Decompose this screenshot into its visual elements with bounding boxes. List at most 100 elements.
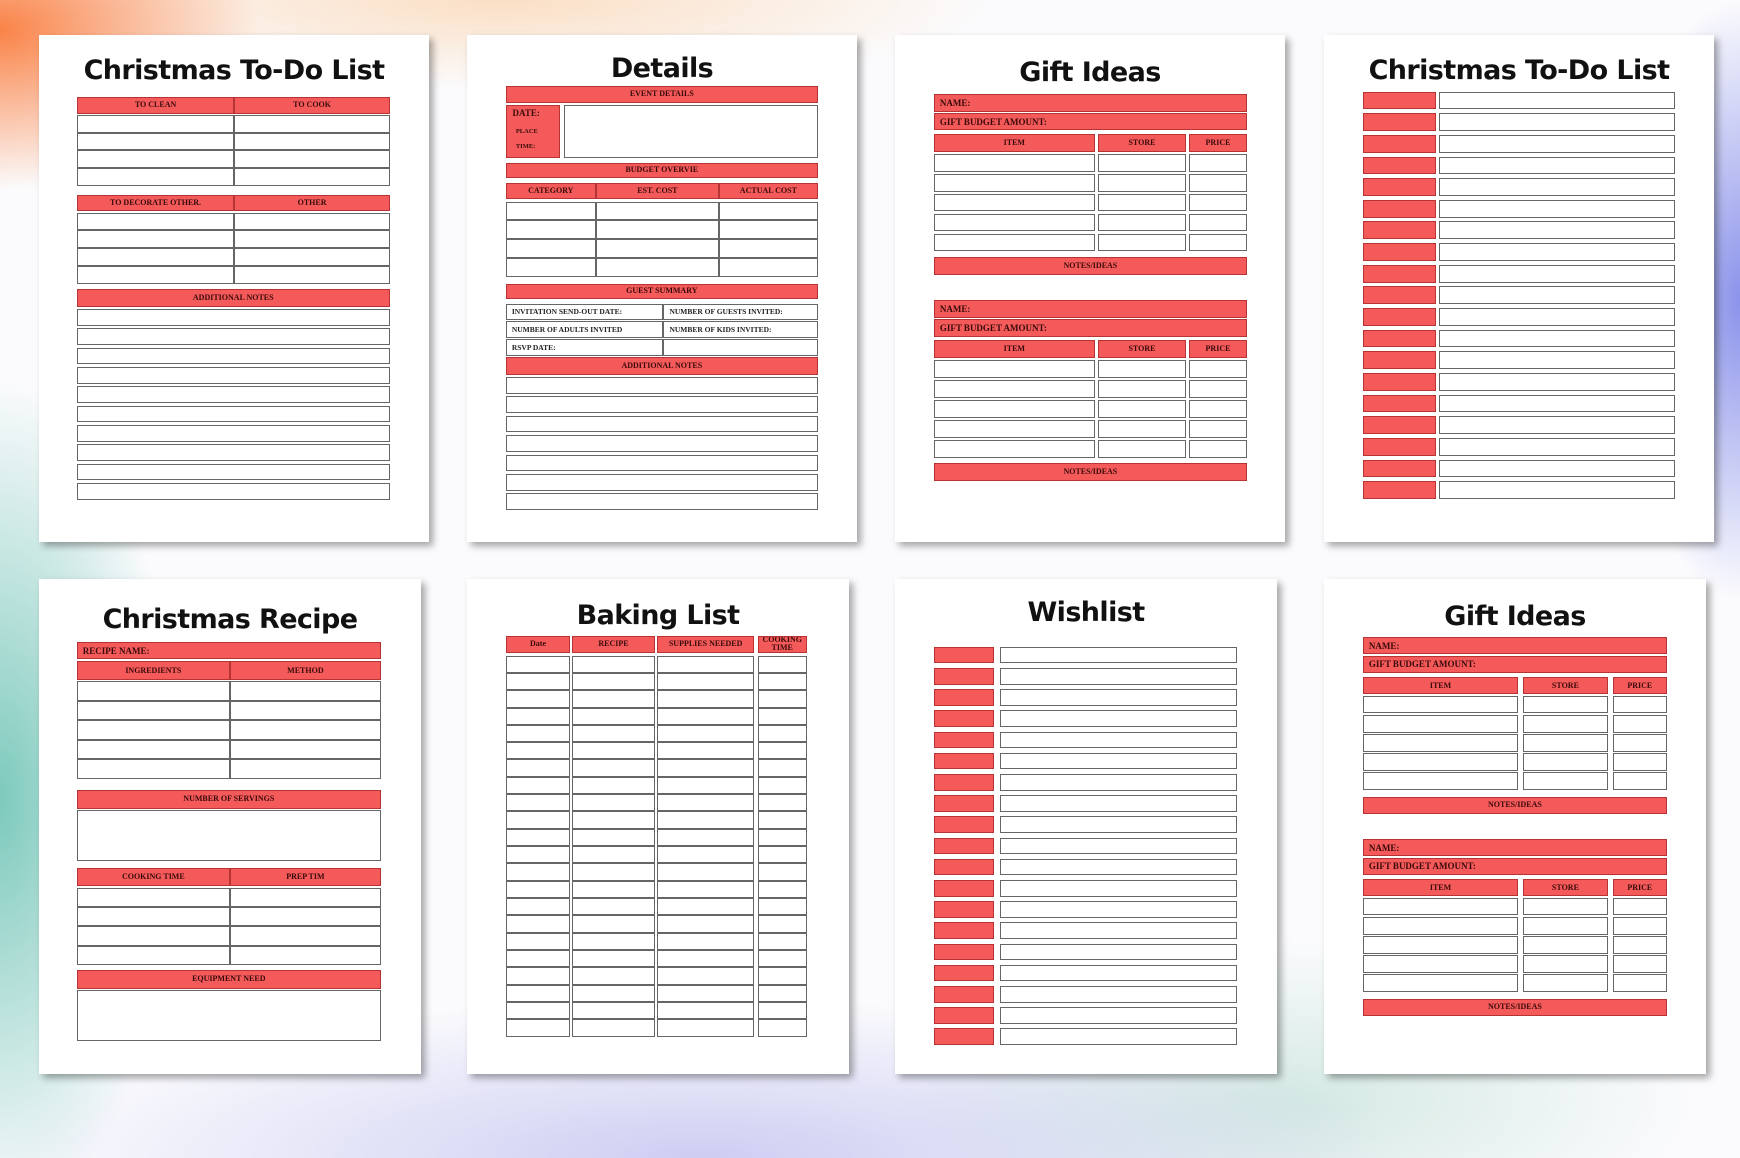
field: NUMBER OF KIDS INVITED: xyxy=(663,321,818,339)
blank-cell xyxy=(595,258,719,277)
planner-page: Gift Ideas NAME: GIFT BUDGET AMOUNT: ITEM ST… xyxy=(1324,579,1706,1074)
blank-cell xyxy=(505,811,571,829)
section-header: EVENT DETAILS xyxy=(505,86,818,103)
blank-cell xyxy=(76,309,390,326)
section-header: BUDGET OVERVIE xyxy=(505,162,818,179)
blank-cell xyxy=(1522,916,1609,935)
page-title: Baking List xyxy=(576,599,740,631)
section-header: STORE xyxy=(1522,676,1609,695)
section-header: NOTES/IDEAS xyxy=(1362,796,1667,815)
label-box xyxy=(1362,286,1437,305)
blank-cell xyxy=(1189,420,1247,438)
blank-cell xyxy=(505,435,818,452)
blank-cell xyxy=(229,759,381,779)
blank-cell xyxy=(76,114,235,133)
blank-cell xyxy=(663,339,818,356)
blank-cell xyxy=(757,655,807,673)
section-header: STORE xyxy=(1098,133,1186,152)
blank-cell xyxy=(1612,733,1667,752)
blank-cell xyxy=(229,907,381,927)
blank-cell xyxy=(656,949,755,968)
blank-cell xyxy=(656,690,755,708)
blank-cell xyxy=(757,898,807,916)
blank-cell xyxy=(1098,193,1186,212)
field-label: DATE: xyxy=(512,108,540,119)
blank-cell xyxy=(656,724,755,743)
blank-cell xyxy=(505,776,571,795)
planner-page: Christmas To-Do List TO CLEAN TO COOK TO DE… xyxy=(39,35,429,542)
label-box xyxy=(933,964,994,982)
blank-cell xyxy=(572,672,655,691)
blank-cell xyxy=(1189,173,1247,192)
page-title: Christmas To-Do List xyxy=(1368,54,1670,86)
section-header: NUMBER OF SERVINGS xyxy=(76,789,381,809)
blank-cell xyxy=(757,863,807,881)
blank-cell xyxy=(229,926,381,946)
blank-cell xyxy=(656,828,755,847)
blank-cell xyxy=(1362,695,1519,714)
blank-cell xyxy=(76,230,235,249)
blank-cell xyxy=(572,707,655,725)
blank-cell xyxy=(1000,773,1237,791)
blank-cell xyxy=(656,863,755,881)
blank-cell xyxy=(757,949,807,968)
date-block xyxy=(505,104,561,159)
blank-cell xyxy=(1522,695,1609,714)
section-header: Date xyxy=(505,635,571,654)
page-title: Christmas Recipe xyxy=(102,604,358,636)
blank-cell xyxy=(1439,156,1675,175)
blank-cell xyxy=(1098,380,1186,398)
blank-cell xyxy=(933,173,1095,192)
section-header: STORE xyxy=(1098,340,1186,358)
blank-cell xyxy=(1098,153,1186,172)
blank-cell xyxy=(505,258,596,277)
label-box xyxy=(1362,351,1437,370)
blank-cell xyxy=(656,915,755,933)
blank-cell xyxy=(718,220,818,240)
blank-cell xyxy=(1439,308,1675,326)
blank-cell xyxy=(1439,416,1675,435)
blank-cell xyxy=(1612,753,1667,771)
blank-cell xyxy=(1612,772,1667,791)
section-header: RECIPE xyxy=(572,635,655,654)
blank-cell xyxy=(76,720,230,740)
blank-cell xyxy=(656,846,755,864)
blank-cell xyxy=(757,932,807,950)
blank-cell xyxy=(505,201,596,221)
section-header: PRICE xyxy=(1189,133,1247,152)
blank-cell xyxy=(1612,695,1667,714)
field: NUMBER OF ADULTS INVITED xyxy=(505,321,664,339)
section-header: INGREDIENTS xyxy=(76,661,230,680)
blank-cell xyxy=(1612,714,1667,733)
blank-cell xyxy=(76,926,230,946)
field: RSVP DATE: xyxy=(505,339,664,356)
blank-cell xyxy=(76,739,230,760)
planner-page: Baking List Date RECIPE SUPPLIES NEEDED COOK… xyxy=(467,579,849,1074)
field-label: TIME: xyxy=(515,142,536,150)
blank-cell xyxy=(1522,897,1609,916)
section-header: GIFT BUDGET AMOUNT: xyxy=(933,112,1247,131)
blank-cell xyxy=(656,776,755,795)
blank-cell xyxy=(656,655,755,673)
blank-cell xyxy=(1000,879,1237,897)
blank-cell xyxy=(757,742,807,760)
label-box xyxy=(933,901,994,918)
blank-cell xyxy=(505,672,571,691)
blank-cell xyxy=(76,700,230,721)
blank-cell xyxy=(595,201,719,221)
blank-cell xyxy=(572,742,655,760)
blank-cell xyxy=(1612,974,1667,993)
blank-cell xyxy=(656,1019,755,1037)
blank-cell xyxy=(1000,901,1237,918)
label-box xyxy=(1362,372,1437,391)
blank-cell xyxy=(76,463,390,481)
blank-cell xyxy=(757,828,807,847)
blank-cell xyxy=(505,828,571,847)
blank-cell xyxy=(1439,372,1675,391)
blank-cell xyxy=(505,690,571,708)
blank-cell xyxy=(933,380,1095,398)
label-box xyxy=(933,773,994,791)
blank-cell xyxy=(757,915,807,933)
blank-cell xyxy=(656,898,755,916)
blank-cell xyxy=(76,681,230,701)
